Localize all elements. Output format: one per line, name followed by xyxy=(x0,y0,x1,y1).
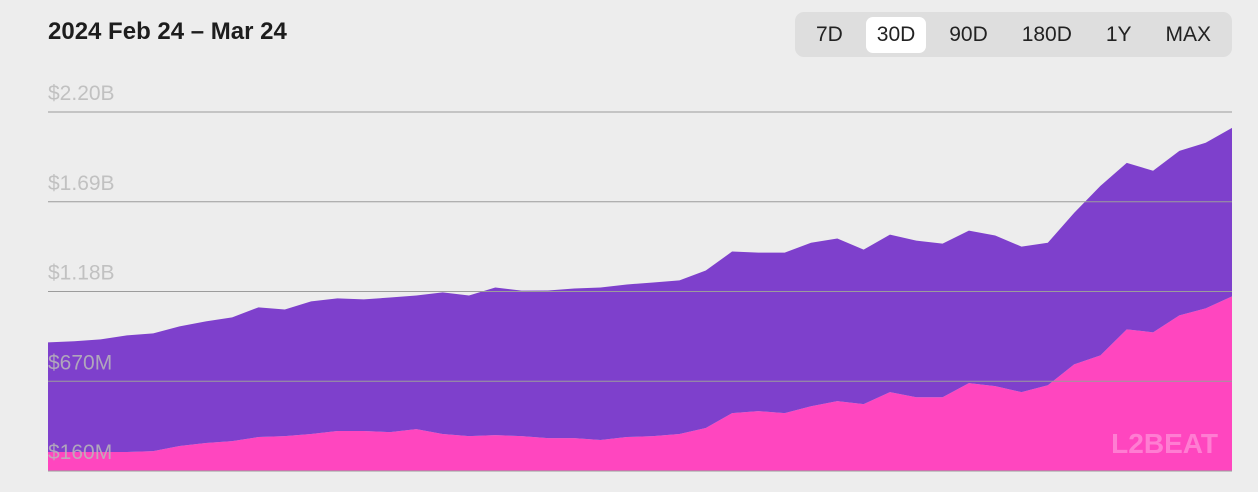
area xyxy=(48,127,1232,452)
y-tick-label: $2.20B xyxy=(48,82,115,105)
range-button[interactable]: 30D xyxy=(865,16,927,53)
title: 2024 Feb 24 – Mar 24 xyxy=(48,18,287,45)
range-button[interactable]: 1Y xyxy=(1105,22,1132,46)
y-tick-label: $1.18B xyxy=(48,262,115,285)
y-tick-label: $1.69B xyxy=(48,172,115,195)
range-button[interactable]: 90D xyxy=(949,22,988,46)
area xyxy=(48,296,1232,471)
y-tick-label: $160M xyxy=(48,441,112,464)
watermark: L2BEAT xyxy=(1111,428,1218,459)
range-button[interactable]: 7D xyxy=(815,22,843,46)
range-button[interactable]: 180D xyxy=(1021,22,1072,46)
range-selector: 7D 30D 90D 180D 1Y MAX xyxy=(795,12,1232,57)
y-tick-label: $670M xyxy=(48,351,112,374)
range-button[interactable]: MAX xyxy=(1165,22,1211,46)
